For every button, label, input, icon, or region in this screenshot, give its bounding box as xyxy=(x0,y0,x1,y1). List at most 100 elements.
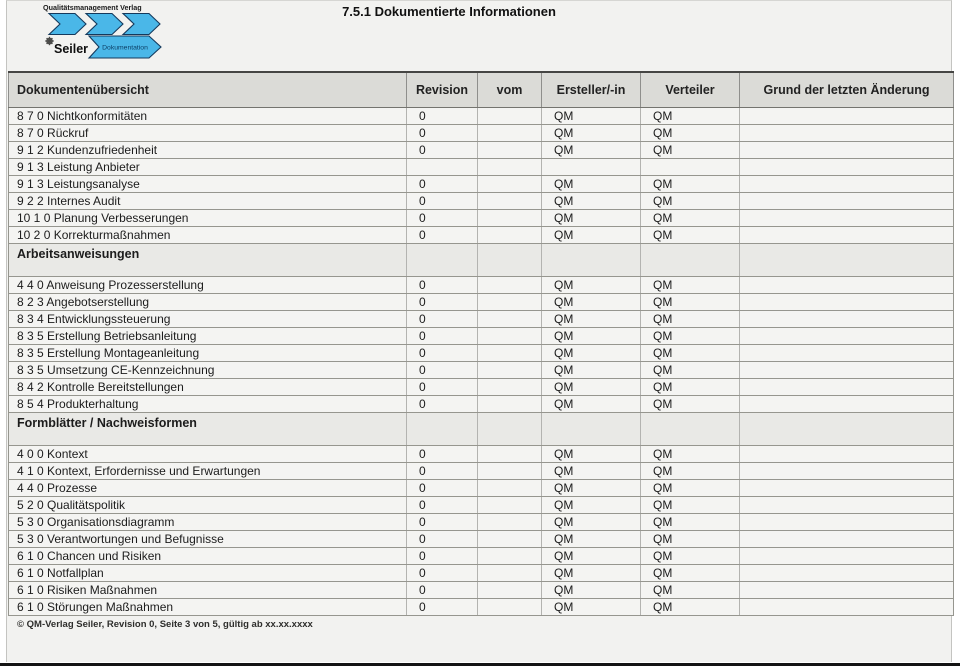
ersteller-cell xyxy=(541,412,641,446)
verteiler-cell xyxy=(640,158,740,176)
vom-cell xyxy=(477,192,542,210)
grund-cell xyxy=(739,276,954,294)
verteiler-cell: QM xyxy=(640,530,740,548)
revision-cell: 0 xyxy=(406,107,478,125)
grund-cell xyxy=(739,344,954,362)
vom-cell xyxy=(477,226,542,244)
grund-cell xyxy=(739,513,954,531)
table-row: 4 0 0 Kontext 0 QM QM xyxy=(8,445,954,463)
revision-cell xyxy=(406,412,478,446)
vom-cell xyxy=(477,445,542,463)
ersteller-cell: QM xyxy=(541,107,641,125)
revision-cell: 0 xyxy=(406,445,478,463)
ersteller-cell: QM xyxy=(541,547,641,565)
table-row: 5 3 0 Organisationsdiagramm 0 QM QM xyxy=(8,513,954,531)
doc-name-cell: 8 7 0 Nichtkonformitäten xyxy=(8,107,407,125)
table-row: 9 1 2 Kundenzufriedenheit 0 QM QM xyxy=(8,141,954,159)
doc-name-cell: 9 1 3 Leistung Anbieter xyxy=(8,158,407,176)
verteiler-cell: QM xyxy=(640,445,740,463)
vom-cell xyxy=(477,293,542,311)
table-row: 9 1 3 Leistungsanalyse 0 QM QM xyxy=(8,175,954,193)
revision-cell: 0 xyxy=(406,378,478,396)
grund-cell xyxy=(739,445,954,463)
doc-name-cell: 4 1 0 Kontext, Erfordernisse und Erwartu… xyxy=(8,462,407,480)
revision-cell: 0 xyxy=(406,141,478,159)
grund-cell xyxy=(739,192,954,210)
doc-name-cell: 10 2 0 Korrekturmaßnahmen xyxy=(8,226,407,244)
sheet: Qualitätsmanagement Verlag Seiler Dokume… xyxy=(6,0,954,662)
table-row: 8 3 5 Umsetzung CE-Kennzeichnung 0 QM QM xyxy=(8,361,954,379)
table-row: 9 2 2 Internes Audit 0 QM QM xyxy=(8,192,954,210)
verteiler-cell: QM xyxy=(640,547,740,565)
ersteller-cell: QM xyxy=(541,513,641,531)
verteiler-cell: QM xyxy=(640,564,740,582)
verteiler-cell xyxy=(640,412,740,446)
grund-cell xyxy=(739,530,954,548)
doc-name-cell: Arbeitsanweisungen xyxy=(8,243,407,277)
ersteller-cell: QM xyxy=(541,378,641,396)
verteiler-cell: QM xyxy=(640,462,740,480)
vom-cell xyxy=(477,107,542,125)
doc-name-cell: 6 1 0 Notfallplan xyxy=(8,564,407,582)
doc-name-cell: 5 2 0 Qualitätspolitik xyxy=(8,496,407,514)
ersteller-cell: QM xyxy=(541,293,641,311)
verteiler-cell: QM xyxy=(640,276,740,294)
ersteller-cell: QM xyxy=(541,496,641,514)
table-row: 8 3 5 Erstellung Montageanleitung 0 QM QM xyxy=(8,344,954,362)
verteiler-cell: QM xyxy=(640,107,740,125)
grund-cell xyxy=(739,598,954,616)
revision-cell: 0 xyxy=(406,530,478,548)
ersteller-cell: QM xyxy=(541,445,641,463)
doc-name-cell: 8 4 2 Kontrolle Bereitstellungen xyxy=(8,378,407,396)
verteiler-cell: QM xyxy=(640,192,740,210)
ersteller-cell: QM xyxy=(541,462,641,480)
doc-name-cell: 9 1 3 Leistungsanalyse xyxy=(8,175,407,193)
doc-name-cell: 8 5 4 Produkterhaltung xyxy=(8,395,407,413)
vom-cell xyxy=(477,310,542,328)
vom-cell xyxy=(477,564,542,582)
vom-cell xyxy=(477,361,542,379)
page-header: Qualitätsmanagement Verlag Seiler Dokume… xyxy=(7,1,951,71)
table-header-row: Dokumentenübersicht Revision vom Erstell… xyxy=(8,71,954,108)
vom-cell xyxy=(477,327,542,345)
grund-cell xyxy=(739,412,954,446)
revision-cell: 0 xyxy=(406,547,478,565)
vom-cell xyxy=(477,378,542,396)
section-header-row: Formblätter / Nachweisformen xyxy=(8,412,954,446)
revision-cell: 0 xyxy=(406,395,478,413)
revision-cell: 0 xyxy=(406,496,478,514)
ersteller-cell: QM xyxy=(541,226,641,244)
grund-cell xyxy=(739,107,954,125)
doc-name-cell: 4 4 0 Anweisung Prozesserstellung xyxy=(8,276,407,294)
table-row: 6 1 0 Notfallplan 0 QM QM xyxy=(8,564,954,582)
banner-arrow-icon xyxy=(87,35,162,59)
doc-name-cell: 8 2 3 Angebotserstellung xyxy=(8,293,407,311)
vom-cell xyxy=(477,496,542,514)
verteiler-cell: QM xyxy=(640,513,740,531)
doc-name-cell: 6 1 0 Störungen Maßnahmen xyxy=(8,598,407,616)
vom-cell xyxy=(477,581,542,599)
verteiler-cell xyxy=(640,243,740,277)
revision-cell: 0 xyxy=(406,479,478,497)
verteiler-cell: QM xyxy=(640,581,740,599)
ersteller-cell: QM xyxy=(541,124,641,142)
ersteller-cell: QM xyxy=(541,327,641,345)
grund-cell xyxy=(739,124,954,142)
revision-cell: 0 xyxy=(406,344,478,362)
doc-name-cell: 6 1 0 Risiken Maßnahmen xyxy=(8,581,407,599)
revision-cell xyxy=(406,243,478,277)
column-header-ersteller: Ersteller/-in xyxy=(541,71,641,108)
logo-top-text: Qualitätsmanagement Verlag xyxy=(43,3,142,12)
table-row: 8 2 3 Angebotserstellung 0 QM QM xyxy=(8,293,954,311)
table-row: 8 3 4 Entwicklungssteuerung 0 QM QM xyxy=(8,310,954,328)
grund-cell xyxy=(739,327,954,345)
page-title: 7.5.1 Dokumentierte Informationen xyxy=(342,4,556,19)
table-row: 9 1 3 Leistung Anbieter xyxy=(8,158,954,176)
doc-name-cell: 8 3 4 Entwicklungssteuerung xyxy=(8,310,407,328)
ersteller-cell: QM xyxy=(541,395,641,413)
doc-name-cell: 8 3 5 Umsetzung CE-Kennzeichnung xyxy=(8,361,407,379)
ersteller-cell: QM xyxy=(541,141,641,159)
section-header-row: Arbeitsanweisungen xyxy=(8,243,954,277)
vom-cell xyxy=(477,479,542,497)
